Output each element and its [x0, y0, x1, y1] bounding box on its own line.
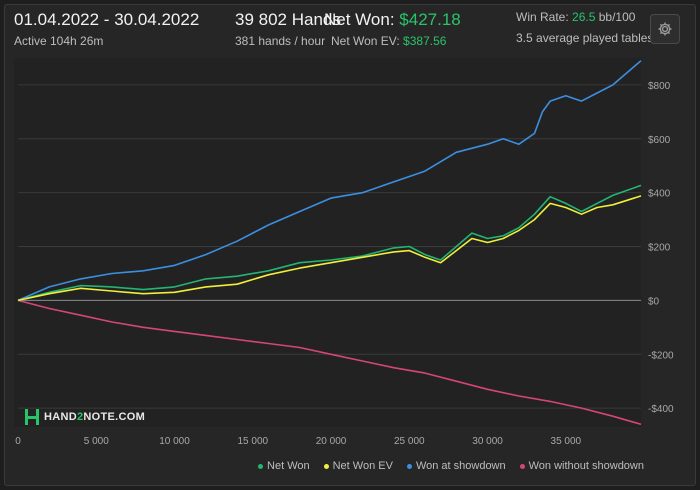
hands-per-hour: 381 hands / hour — [235, 34, 326, 48]
legend-swatch — [519, 463, 525, 469]
x-tick-label: 30 000 — [472, 436, 503, 447]
y-tick-label: $400 — [648, 189, 671, 200]
x-tick-label: 25 000 — [394, 436, 425, 447]
logo-text: HAND2NOTE.COM — [44, 411, 146, 423]
gear-icon — [658, 22, 672, 36]
plot-area — [14, 58, 641, 427]
hand2note-logo: HAND2NOTE.COM — [24, 408, 145, 426]
series-line-won-at-showdown — [17, 60, 642, 302]
legend-swatch — [323, 463, 329, 469]
legend-label: Net Won — [267, 460, 310, 472]
settings-button[interactable] — [650, 14, 680, 44]
hand2note-logo-icon — [25, 409, 39, 425]
net-won-value: $427.18 — [399, 10, 461, 29]
series-line-net-won — [17, 184, 642, 302]
y-tick-label: -$400 — [648, 404, 674, 415]
x-tick-label: 5 000 — [84, 436, 109, 447]
y-tick-label: $200 — [648, 243, 671, 254]
legend-label: Won without showdown — [528, 460, 644, 472]
x-tick-label: 10 000 — [159, 436, 190, 447]
y-tick-label: $600 — [648, 135, 671, 146]
legend-label: Won at showdown — [415, 460, 506, 472]
avg-tables: 3.5 average played tables — [516, 31, 654, 45]
hands-count: 39 802 Hands — [235, 10, 341, 29]
active-time: Active 104h 26m — [14, 34, 104, 48]
y-tick-label: $0 — [648, 296, 660, 307]
win-rate-unit: bb/100 — [598, 10, 636, 24]
net-won-ev-value: $387.56 — [403, 34, 447, 48]
y-tick-label: -$200 — [648, 350, 674, 361]
legend-label: Net Won EV — [332, 460, 393, 472]
legend-item[interactable]: Won without showdown — [519, 460, 644, 472]
date-section: 01.04.2022 - 30.04.2022 Active 104h 26m — [14, 10, 199, 48]
legend-item[interactable]: Net Won EV — [323, 460, 393, 472]
x-tick-label: 15 000 — [237, 436, 268, 447]
x-tick-label: 20 000 — [316, 436, 347, 447]
net-won-ev-label: Net Won EV: — [331, 34, 400, 48]
x-tick-label: 35 000 — [551, 436, 582, 447]
legend-item[interactable]: Won at showdown — [406, 460, 506, 472]
net-won-label: Net Won: — [324, 10, 395, 29]
legend-item[interactable]: Net Won — [258, 460, 310, 472]
series-line-won-without-showdown — [17, 299, 642, 426]
hands-section: 39 802 Hands 381 hands / hour — [235, 10, 341, 48]
win-rate-label: Win Rate: — [516, 10, 569, 24]
win-rate-section: Win Rate: 26.5 bb/100 3.5 average played… — [516, 10, 653, 45]
legend-swatch — [406, 463, 412, 469]
legend-swatch — [258, 463, 264, 469]
net-won-section: Net Won: $427.18 Net Won EV: $387.56 — [324, 10, 461, 48]
win-rate-value: 26.5 — [572, 10, 596, 24]
chart-legend: Net Won Net Won EV Won at showdown Won with… — [258, 460, 644, 472]
y-tick-label: $800 — [648, 81, 671, 92]
series-line-net-won-ev — [17, 195, 642, 302]
x-tick-label: 0 — [15, 436, 21, 447]
date-range[interactable]: 01.04.2022 - 30.04.2022 — [14, 10, 200, 29]
